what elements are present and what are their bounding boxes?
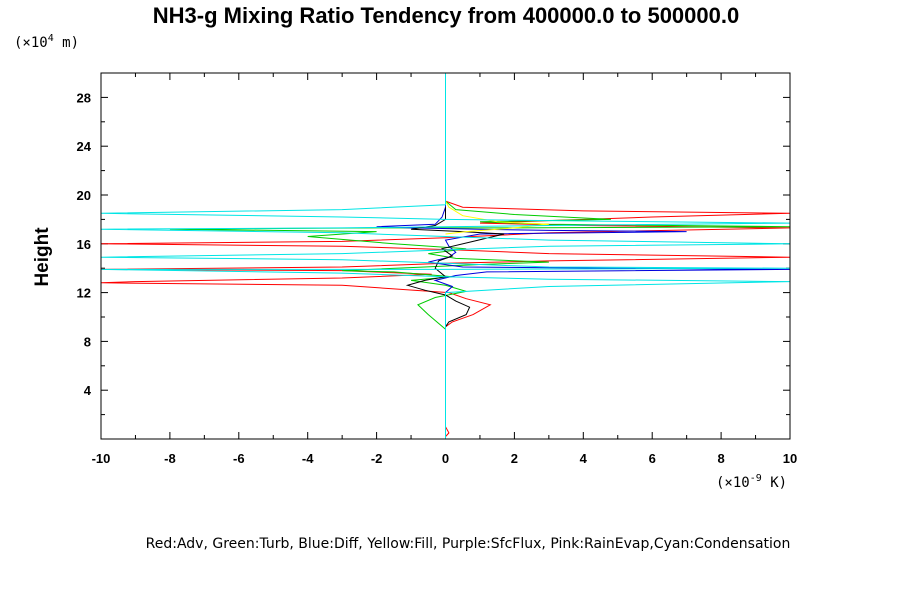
y-tick-label: 8 (84, 334, 91, 349)
x-tick-label: 8 (717, 451, 724, 466)
series-layer (100, 73, 791, 439)
x-tick-label: -10 (92, 451, 111, 466)
x-tick-label: -8 (164, 451, 176, 466)
plot-frame (100, 72, 791, 440)
x-tick-label: 6 (649, 451, 656, 466)
x-axis-unit: (×10-9 K) (716, 473, 787, 491)
x-tick-label: 2 (511, 451, 518, 466)
y-tick-label: 4 (84, 383, 92, 398)
y-tick-label: 20 (77, 188, 91, 203)
series-line-5 (100, 73, 791, 439)
series-line-2 (376, 73, 791, 439)
x-unit-prefix: (×10 (716, 475, 750, 491)
y-tick-label: 28 (77, 90, 91, 105)
y-axis-unit: (×104 m) (14, 33, 79, 51)
x-unit-suffix: K) (762, 475, 787, 491)
y-unit-prefix: (×10 (14, 35, 48, 51)
x-tick-label: 10 (783, 451, 797, 466)
y-axis-title: Height (32, 227, 53, 287)
y-unit-suffix: m) (54, 35, 79, 51)
x-tick-label: 4 (580, 451, 588, 466)
x-tick-label: -2 (371, 451, 383, 466)
y-unit-exp: 4 (48, 33, 54, 44)
series-line-3 (405, 207, 505, 342)
x-tick-label: 0 (442, 451, 449, 466)
y-tick-label: 16 (77, 237, 91, 252)
chart-title: NH3-g Mixing Ratio Tendency from 400000.… (153, 3, 739, 28)
series-line-4 (445, 200, 549, 235)
y-tick-label: 12 (77, 286, 91, 301)
x-tick-label: -6 (233, 451, 245, 466)
y-tick-label: 24 (77, 139, 92, 154)
x-unit-exp: -9 (750, 473, 762, 484)
x-tick-label: -4 (302, 451, 314, 466)
legend-text: Red:Adv, Green:Turb, Blue:Diff, Yellow:F… (146, 536, 791, 552)
